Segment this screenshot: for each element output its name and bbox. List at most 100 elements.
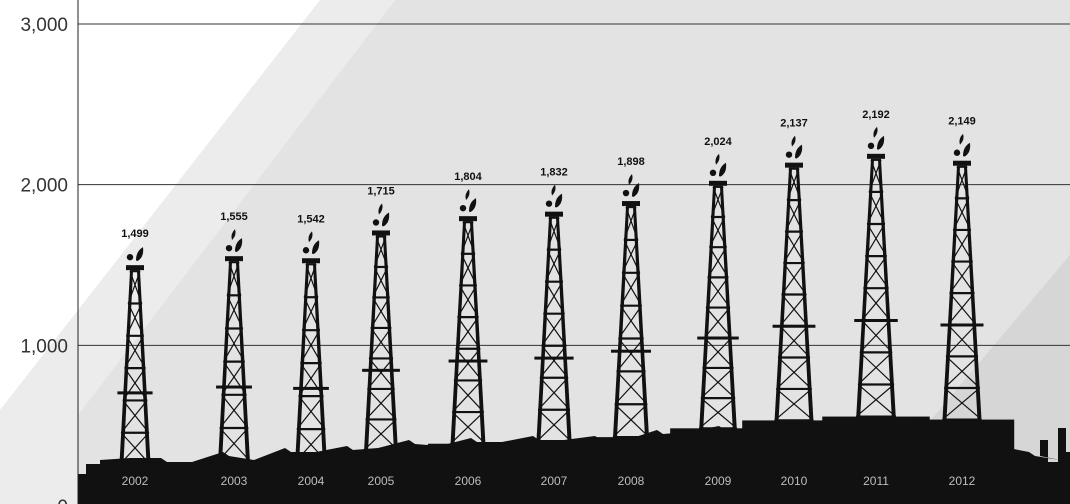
derrick-brace	[625, 206, 639, 241]
derrick-brace	[956, 166, 970, 199]
derrick-brace	[457, 316, 481, 350]
derrick-brace	[546, 217, 560, 250]
derrick-brace	[544, 281, 565, 315]
derrick-brace	[537, 409, 573, 443]
derrick-brace	[458, 253, 476, 286]
derrick-brace	[618, 305, 643, 339]
oil-drop	[225, 244, 233, 252]
oil-drop	[382, 212, 390, 227]
value-label: 2,024	[704, 136, 732, 148]
derrick-brace	[217, 427, 249, 462]
derrick-brace	[124, 367, 148, 401]
value-label: 1,804	[454, 171, 482, 183]
derrick-brace	[453, 380, 485, 413]
derrick-brace	[710, 216, 727, 248]
derrick-platform	[697, 336, 739, 340]
y-tick-label: 0	[57, 497, 68, 504]
derrick-mark	[343, 203, 419, 504]
x-tick-label: 2010	[781, 474, 808, 488]
derrick-brace	[458, 285, 479, 318]
derrick-brace	[122, 400, 150, 434]
derrick-brace	[864, 255, 889, 289]
derrick-brace	[861, 319, 893, 353]
oil-drop	[873, 126, 878, 138]
derrick-platform	[854, 318, 898, 322]
oil-drop	[628, 174, 633, 186]
derrick-mark	[105, 247, 165, 504]
derrick-brace	[363, 419, 397, 451]
derrick-brace	[947, 292, 975, 326]
derrick-brace	[859, 319, 891, 353]
derrick-brace	[300, 329, 321, 364]
derrick-brace	[367, 388, 397, 420]
derrick-brace	[703, 337, 734, 369]
derrick-crown	[785, 162, 803, 168]
derrick-brace	[305, 264, 319, 298]
derrick-brace	[372, 266, 389, 298]
derrick-brace	[952, 198, 970, 231]
oil-drops	[785, 135, 803, 159]
oil-drop	[959, 133, 964, 145]
derrick-brace	[541, 345, 569, 379]
derrick-brace	[450, 411, 485, 445]
derrick-crown	[126, 265, 144, 271]
oil-drop	[465, 189, 470, 201]
derrick-brace	[539, 377, 571, 411]
derrick-brace	[221, 361, 245, 396]
derrick-brace	[949, 261, 973, 294]
derrick-brace	[621, 239, 639, 274]
derrick-base	[343, 449, 419, 504]
derrick-brace	[859, 351, 895, 385]
value-label: 1,898	[617, 156, 645, 168]
derrick-brace	[614, 403, 650, 438]
derrick-crown	[709, 180, 727, 186]
derrick-brace	[866, 223, 888, 257]
derrick-brace	[779, 294, 807, 327]
derrick-brace	[855, 384, 895, 418]
derrick-brace	[125, 303, 143, 337]
value-label: 2,137	[780, 118, 808, 130]
derrick-brace	[786, 199, 804, 232]
derrick-brace	[224, 295, 242, 329]
oil-drop	[545, 200, 553, 207]
oil-drop	[231, 229, 236, 241]
oil-drop	[795, 144, 803, 159]
y-tick-label: 2,000	[20, 176, 68, 197]
derrick-mark	[909, 133, 1015, 504]
oil-drops	[126, 247, 144, 261]
derrick-base	[909, 419, 1015, 504]
derrick-brace	[952, 229, 973, 262]
derrick-brace	[296, 428, 328, 463]
derrick-base	[427, 443, 509, 504]
derrick-brace	[228, 261, 242, 296]
derrick-brace	[294, 428, 326, 463]
x-tick-label: 2007	[541, 474, 568, 488]
derrick-crown	[622, 201, 640, 207]
derrick-brace	[301, 329, 322, 364]
derrick-brace	[786, 168, 800, 201]
derrick-brace	[707, 246, 727, 278]
derrick-brace	[857, 384, 897, 418]
derrick-platform	[940, 323, 984, 327]
value-label: 1,542	[297, 213, 325, 225]
derrick-brace	[223, 361, 247, 396]
derrick-brace	[224, 328, 245, 362]
derrick-brace	[372, 297, 392, 329]
y-axis-ticks: 0 1,000 2,000 3,000	[20, 15, 68, 504]
derrick-brace	[370, 327, 394, 359]
derrick-brace	[777, 357, 813, 390]
derrick-leg	[536, 217, 552, 442]
oil-drop	[953, 149, 961, 156]
oil-drop	[963, 142, 971, 157]
derrick-brace	[375, 236, 389, 268]
derrick-base	[587, 437, 675, 504]
x-axis-labels: 2002 2003 2004 2005 2006 2007 2008 2009 2010 2011…	[122, 474, 976, 488]
derrick-brace	[945, 324, 977, 357]
derrick-brace	[616, 338, 644, 372]
derrick-leg	[633, 207, 649, 438]
oil-drop	[136, 247, 144, 261]
derrick-crown	[372, 230, 390, 236]
derrick-base	[512, 441, 596, 504]
derrick-brace	[373, 266, 390, 298]
derrick-mark	[587, 174, 675, 504]
